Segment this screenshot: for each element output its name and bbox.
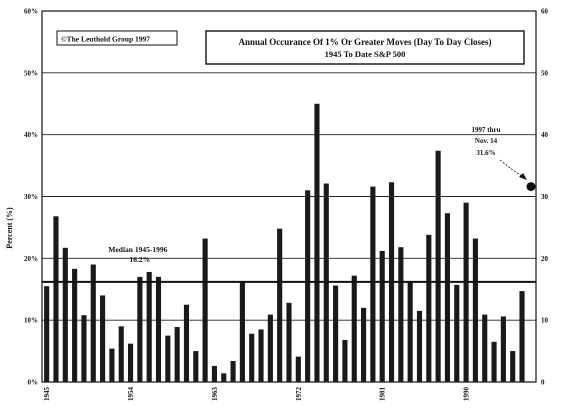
- bar-1960: [183, 304, 190, 382]
- right-tick-label: 30: [541, 193, 549, 201]
- bar-1953: [118, 326, 124, 382]
- bar-1974: [314, 103, 320, 382]
- x-tick-label: 1990: [463, 387, 471, 402]
- bar-1963: [211, 365, 217, 382]
- bar-1964: [221, 373, 227, 382]
- bar-1947: [62, 247, 68, 382]
- bar-1993: [491, 341, 497, 382]
- bar-1973: [305, 190, 311, 382]
- right-tick-label: 60: [541, 8, 549, 16]
- bar-1945: [44, 286, 50, 382]
- bar-1957: [155, 276, 162, 382]
- chart-subtitle: 1945 To Date S&P 500: [325, 49, 406, 59]
- bar-1995: [510, 351, 516, 382]
- bar-1989: [454, 284, 460, 382]
- bar-1987: [435, 150, 441, 382]
- annotation-line1: 1997 thru: [472, 126, 501, 134]
- right-tick-label: 10: [541, 317, 549, 325]
- left-tick-label: 20%: [24, 255, 38, 263]
- x-tick-label: 1945: [43, 387, 51, 402]
- bar-1962: [202, 238, 208, 382]
- bar-1983: [398, 247, 404, 382]
- annotation-1997: 1997 thru Nov. 14 31.6%: [472, 126, 536, 192]
- bar-1992: [482, 314, 488, 382]
- bar-1980: [370, 186, 376, 382]
- bar-1976: [333, 285, 339, 382]
- bar-1946: [53, 216, 59, 382]
- bar-1981: [379, 250, 385, 382]
- copyright-text: ©The Leuthold Group 1997: [61, 35, 150, 44]
- bar-1965: [230, 360, 236, 382]
- median-label-line2: 16.2%: [130, 255, 151, 264]
- right-axis-ticks: 0 10 20 30 40 50 60: [541, 8, 549, 387]
- annotation-line3: 31.6%: [476, 149, 495, 157]
- x-tick-label: 1981: [379, 387, 387, 402]
- annotation-point: [526, 182, 536, 192]
- left-tick-label: 40%: [24, 131, 38, 139]
- x-axis-ticks: 1945 1954 1963 1972 1981 1990: [43, 387, 470, 402]
- bar-1985: [416, 310, 423, 382]
- right-tick-label: 40: [541, 131, 549, 139]
- bar-1991: [472, 238, 478, 382]
- x-tick-label: 1963: [211, 387, 219, 402]
- x-tick-label: 1972: [295, 387, 303, 402]
- left-tick-label: 60%: [24, 8, 38, 16]
- annotation-arrowhead: [519, 173, 527, 180]
- bar-1967: [249, 333, 255, 382]
- median-label-line1: Median 1945-1996: [108, 245, 167, 254]
- bar-1986: [426, 234, 432, 382]
- bar-1954: [127, 343, 134, 382]
- bar-1955: [137, 276, 143, 382]
- bar-1956: [146, 271, 152, 382]
- bar-1948: [72, 268, 78, 382]
- bar-1969: [267, 314, 273, 382]
- bar-1984: [407, 282, 413, 382]
- bar-1994: [500, 316, 506, 382]
- bar-1971: [286, 302, 292, 382]
- bar-1988: [444, 213, 451, 382]
- bar-1979: [361, 307, 367, 382]
- bar-1950: [90, 264, 96, 382]
- right-tick-label: 50: [541, 69, 549, 77]
- grid-lines: [42, 72, 536, 321]
- y-axis-label: Percent (%): [5, 207, 14, 249]
- bar-1978: [351, 275, 357, 382]
- bars: [44, 103, 525, 382]
- bar-1949: [81, 315, 87, 382]
- bar-1958: [165, 335, 171, 382]
- copyright-box: [56, 30, 178, 46]
- bar-1990: [463, 202, 469, 382]
- right-tick-label: 20: [541, 255, 549, 263]
- right-tick-label: 0: [541, 379, 545, 387]
- left-tick-label: 10%: [24, 317, 38, 325]
- annotation-line2: Nov. 14: [475, 137, 498, 145]
- bar-1966: [239, 281, 245, 382]
- annotation-arrow: [499, 159, 523, 177]
- left-axis-ticks: 0% 10% 20% 30% 40% 50% 60%: [24, 8, 38, 387]
- bar-1952: [109, 348, 115, 382]
- left-tick-label: 0%: [28, 379, 39, 387]
- title-box: [205, 30, 525, 65]
- bar-1977: [342, 339, 348, 382]
- bar-1951: [100, 295, 106, 382]
- x-tick-label: 1954: [127, 387, 135, 402]
- left-tick-label: 50%: [24, 69, 38, 77]
- bar-1972: [295, 356, 301, 382]
- bar-1959: [174, 326, 180, 382]
- bar-1970: [277, 228, 283, 382]
- left-tick-label: 30%: [24, 193, 38, 201]
- bar-1961: [193, 351, 199, 382]
- chart-title: Annual Occurance Of 1% Or Greater Moves …: [239, 37, 492, 47]
- bar-1996: [519, 291, 525, 382]
- bar-1968: [258, 329, 264, 382]
